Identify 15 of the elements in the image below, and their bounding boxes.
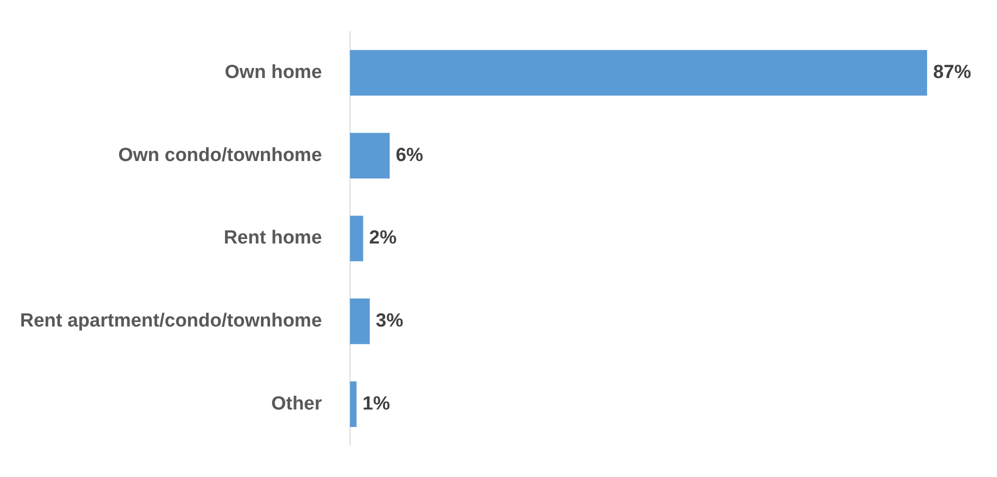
data-label: 87% [933, 62, 972, 84]
data-label: 2% [369, 228, 397, 249]
data-label: 3% [376, 310, 404, 332]
bar [350, 216, 364, 262]
y-tick-label: Rent home [224, 228, 322, 249]
bar [350, 50, 928, 96]
y-tick-label: Other [271, 393, 322, 414]
y-tick-label: Own home [224, 62, 322, 84]
bar [350, 381, 357, 427]
bar [350, 298, 370, 344]
data-label: 1% [362, 393, 390, 414]
y-tick-label: Rent apartment/condo/townhome [20, 310, 322, 332]
bar [350, 132, 390, 178]
data-label: 6% [396, 144, 424, 166]
y-tick-label: Own condo/townhome [118, 144, 322, 166]
